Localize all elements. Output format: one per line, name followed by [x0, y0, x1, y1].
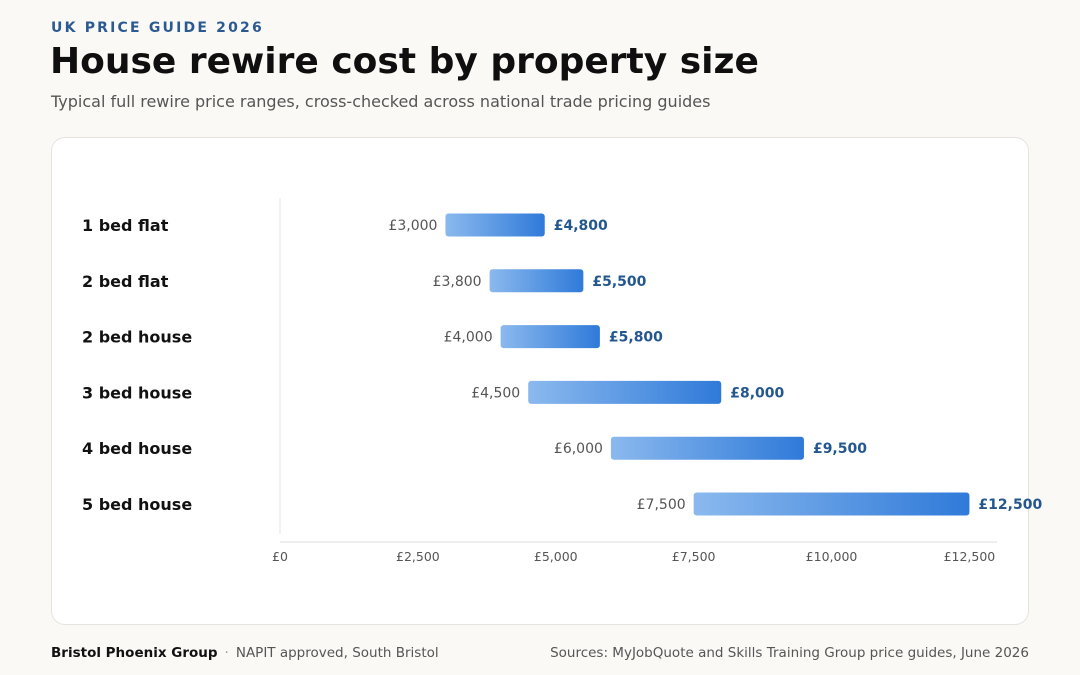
- category-label: 4 bed house: [82, 439, 192, 458]
- range-bar: [528, 380, 722, 404]
- category-label: 1 bed flat: [82, 216, 169, 235]
- footer-separator: ·: [224, 645, 229, 661]
- x-tick-label: £0: [272, 549, 288, 564]
- range-bar: [489, 269, 584, 293]
- x-tick-label: £10,000: [806, 549, 858, 564]
- low-value-label: £4,500: [471, 385, 520, 401]
- x-tick-label: £7,500: [672, 549, 716, 564]
- eyebrow-label: UK PRICE GUIDE 2026: [51, 20, 264, 36]
- high-value-label: £12,500: [978, 497, 1042, 513]
- range-bar: [500, 325, 600, 349]
- category-label: 5 bed house: [82, 495, 192, 514]
- footer-brand: Bristol Phoenix Group: [51, 645, 218, 661]
- high-value-label: £9,500: [813, 441, 867, 457]
- low-value-label: £7,500: [637, 497, 686, 513]
- x-tick-label: £5,000: [534, 549, 578, 564]
- low-value-label: £3,800: [433, 274, 482, 290]
- category-label: 2 bed house: [82, 328, 192, 347]
- page-subtitle: Typical full rewire price ranges, cross-…: [51, 92, 711, 111]
- range-bar: [693, 492, 970, 516]
- low-value-label: £4,000: [444, 330, 493, 346]
- x-tick-label: £2,500: [396, 549, 440, 564]
- high-value-label: £5,500: [592, 274, 646, 290]
- footer-credit: Bristol Phoenix Group · NAPIT approved, So…: [51, 645, 439, 661]
- page-title: House rewire cost by property size: [50, 41, 759, 82]
- footer-tagline: NAPIT approved, South Bristol: [235, 645, 439, 661]
- range-bar: [610, 436, 804, 460]
- high-value-label: £4,800: [554, 218, 608, 234]
- low-value-label: £6,000: [554, 441, 603, 457]
- x-tick-label: £12,500: [944, 549, 996, 564]
- low-value-label: £3,000: [388, 218, 437, 234]
- high-value-label: £5,800: [609, 330, 663, 346]
- category-label: 2 bed flat: [82, 272, 169, 291]
- range-bar: [445, 213, 545, 237]
- high-value-label: £8,000: [730, 385, 784, 401]
- footer-sources: Sources: MyJobQuote and Skills Training …: [550, 645, 1029, 661]
- category-label: 3 bed house: [82, 383, 192, 402]
